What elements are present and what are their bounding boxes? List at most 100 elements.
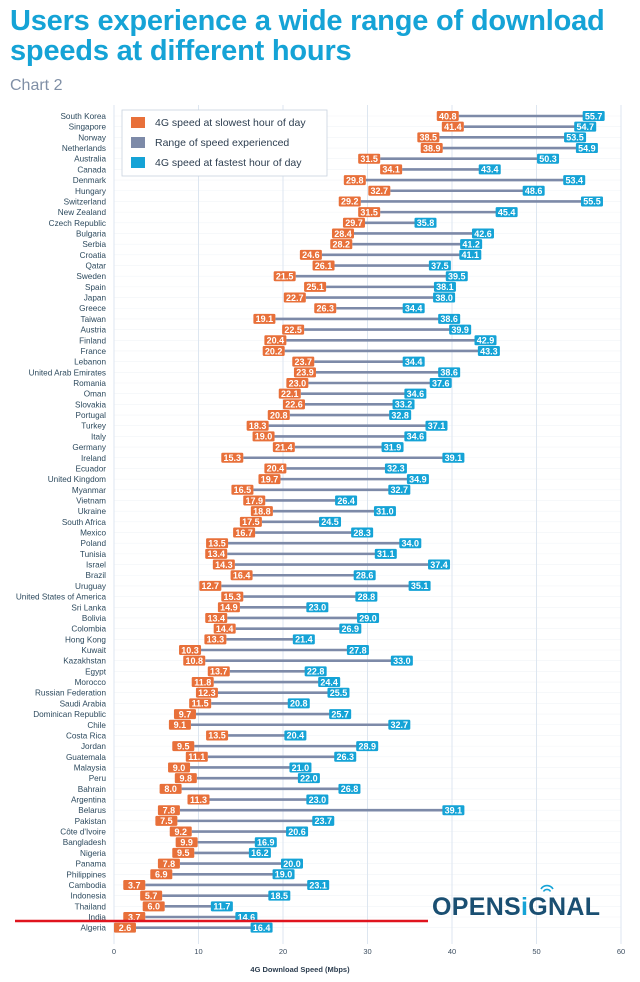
fastest-value-marker: 38.0	[433, 292, 456, 303]
slowest-value-label: 9.8	[180, 773, 193, 783]
fastest-value-marker: 20.6	[286, 826, 309, 837]
country-label: France	[81, 347, 107, 356]
slowest-value-box	[189, 698, 212, 709]
fastest-value-box	[537, 153, 560, 164]
slowest-value-label: 7.8	[163, 806, 176, 816]
fastest-value-label: 39.9	[451, 325, 469, 335]
slowest-value-marker: 31.5	[358, 207, 381, 217]
fastest-value-box	[429, 378, 452, 388]
slowest-value-box	[195, 687, 218, 698]
fastest-value-label: 22.0	[300, 773, 318, 783]
fastest-value-label: 38.1	[436, 282, 454, 292]
slowest-value-label: 24.6	[302, 250, 320, 260]
fastest-value-label: 26.8	[341, 784, 359, 794]
fastest-value-label: 23.0	[309, 795, 327, 805]
country-label: Romania	[73, 379, 106, 388]
slowest-value-box	[172, 847, 195, 858]
country-label: Uruguay	[75, 582, 107, 591]
slowest-value-box	[213, 623, 236, 634]
fastest-value-box	[312, 815, 335, 826]
fastest-value-label: 23.0	[309, 603, 327, 613]
fastest-value-box	[459, 249, 482, 260]
country-label: Morocco	[75, 678, 107, 687]
fastest-value-marker: 32.8	[389, 410, 412, 420]
x-axis-title: 4G Download Speed (Mbps)	[250, 965, 350, 974]
fastest-value-marker: 16.9	[254, 837, 277, 848]
slowest-value-label: 41.4	[444, 122, 462, 132]
slowest-value-marker: 9.5	[172, 741, 195, 751]
slowest-value-marker: 28.4	[331, 228, 354, 239]
slowest-value-label: 11.5	[192, 699, 209, 709]
slowest-value-marker: 23.0	[286, 378, 309, 388]
slowest-value-box	[343, 175, 366, 186]
country-label: Italy	[91, 432, 107, 441]
fastest-value-box	[304, 666, 327, 677]
slowest-value-marker: 34.1	[380, 164, 403, 175]
slowest-value-box	[159, 783, 182, 794]
country-label: Guatemala	[66, 753, 106, 762]
fastest-value-box	[477, 345, 500, 356]
fastest-value-label: 32.8	[391, 410, 409, 420]
country-label: Slovakia	[75, 400, 106, 409]
fastest-value-label: 29.0	[359, 613, 377, 623]
fastest-value-box	[250, 922, 273, 933]
fastest-value-marker: 34.9	[406, 474, 429, 484]
fastest-value-marker: 31.0	[373, 506, 396, 517]
fastest-value-box	[338, 783, 361, 794]
fastest-value-label: 34.9	[409, 474, 427, 484]
slowest-value-label: 20.4	[267, 464, 285, 474]
fastest-value-box	[408, 580, 431, 591]
fastest-value-box	[248, 847, 271, 858]
slowest-value-marker: 20.8	[267, 410, 290, 420]
fastest-value-box	[289, 762, 312, 773]
fastest-value-label: 48.6	[525, 186, 543, 196]
fastest-value-box	[373, 506, 396, 517]
slowest-value-marker: 11.5	[189, 698, 212, 709]
x-tick-label: 20	[279, 947, 287, 956]
slowest-value-marker: 31.5	[358, 153, 381, 164]
slowest-value-box	[283, 292, 306, 303]
fastest-value-marker: 34.4	[402, 356, 425, 367]
country-label: Finland	[79, 336, 106, 345]
fastest-value-label: 37.1	[428, 421, 446, 431]
country-label: Chile	[87, 721, 106, 730]
fastest-value-label: 16.2	[251, 848, 269, 858]
slowest-value-marker: 21.5	[273, 271, 296, 282]
fastest-value-box	[574, 121, 597, 132]
slowest-value-marker: 24.6	[299, 249, 322, 260]
fastest-value-label: 54.9	[578, 143, 596, 153]
fastest-value-box	[399, 538, 422, 549]
fastest-value-label: 34.0	[402, 539, 420, 549]
slowest-value-marker: 9.9	[175, 837, 198, 848]
fastest-value-marker: 42.6	[471, 228, 494, 239]
slowest-value-box	[331, 228, 354, 239]
fastest-value-box	[272, 869, 295, 880]
slowest-value-box	[199, 580, 222, 591]
fastest-value-marker: 43.3	[477, 345, 500, 356]
fastest-value-label: 39.5	[448, 272, 466, 282]
fastest-value-box	[254, 837, 277, 848]
country-label: Lebanon	[74, 358, 106, 367]
country-label: United States of America	[16, 593, 107, 602]
slowest-value-label: 20.8	[270, 410, 288, 420]
opensignal-logo: OPENSiGNAL	[432, 893, 600, 922]
fastest-value-label: 20.4	[287, 731, 305, 741]
slowest-value-box	[250, 506, 273, 517]
fastest-value-marker: 26.8	[338, 783, 361, 794]
country-label: Ecuador	[76, 464, 107, 473]
slowest-value-marker: 26.3	[314, 303, 337, 314]
fastest-value-box	[522, 185, 545, 196]
slowest-value-label: 5.7	[145, 891, 158, 901]
slowest-value-label: 31.5	[360, 154, 378, 164]
fastest-value-box	[334, 751, 357, 762]
country-label: Denmark	[73, 176, 107, 185]
slowest-value-label: 14.9	[220, 603, 238, 613]
fastest-value-label: 34.4	[405, 304, 423, 314]
fastest-value-marker: 23.0	[306, 602, 329, 613]
slowest-value-box	[286, 378, 309, 388]
country-label: Bangladesh	[63, 838, 107, 847]
fastest-value-box	[235, 912, 258, 922]
slowest-value-label: 14.3	[215, 560, 233, 570]
slowest-value-label: 16.5	[234, 485, 252, 495]
